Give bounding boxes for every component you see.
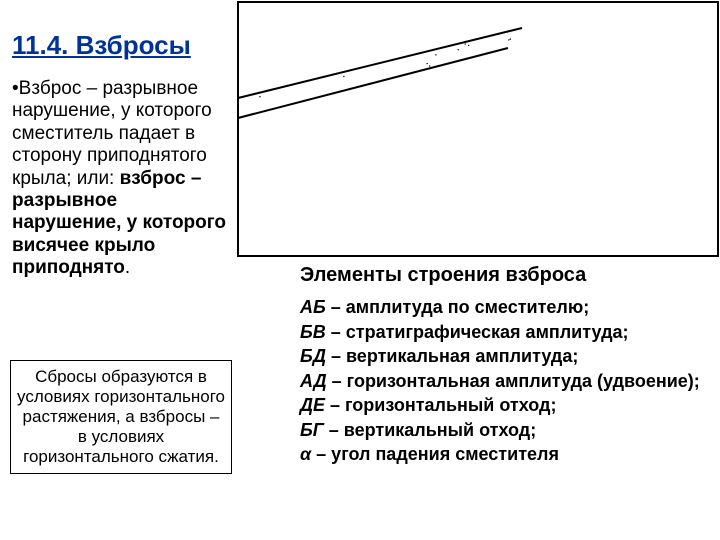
element-row: БД – вертикальная амплитуда; bbox=[300, 345, 710, 368]
element-text: – угол падения сместителя bbox=[311, 444, 559, 464]
section-heading: 11.4. Взбросы bbox=[12, 30, 191, 61]
element-text: – горизонтальный отход; bbox=[325, 395, 556, 415]
element-text: – стратиграфическая амплитуда; bbox=[326, 322, 629, 342]
element-text: – вертикальный отход; bbox=[324, 420, 536, 440]
element-text: – горизонтальная амплитуда (удвоение); bbox=[327, 371, 700, 391]
element-label: ДЕ bbox=[300, 395, 325, 415]
element-row: ДЕ – горизонтальный отход; bbox=[300, 394, 710, 417]
reverse-fault-diagram bbox=[234, 0, 720, 258]
element-label: БВ bbox=[300, 322, 326, 342]
element-row: БГ – вертикальный отход; bbox=[300, 419, 710, 442]
element-text: – амплитуда по сместителю; bbox=[326, 297, 589, 317]
element-row: АД – горизонтальная амплитуда (удвоение)… bbox=[300, 370, 710, 393]
element-label: БГ bbox=[300, 420, 324, 440]
elements-title: Элементы строения взброса bbox=[300, 264, 586, 287]
element-label: АД bbox=[300, 371, 327, 391]
definition-body: •Взброс – разрывное нарушение, у которог… bbox=[12, 78, 226, 278]
elements-list: АБ – амплитуда по сместителю; БВ – страт… bbox=[300, 296, 710, 468]
element-row: БВ – стратиграфическая амплитуда; bbox=[300, 321, 710, 344]
definition-text: •Взброс – разрывное нарушение, у которог… bbox=[12, 78, 230, 280]
element-row: АБ – амплитуда по сместителю; bbox=[300, 296, 710, 319]
footnote-text: Сбросы образуются в условиях горизонталь… bbox=[17, 367, 225, 466]
element-label: БД bbox=[300, 346, 326, 366]
element-label: АБ bbox=[300, 297, 326, 317]
footnote-box: Сбросы образуются в условиях горизонталь… bbox=[10, 360, 232, 474]
element-text: – вертикальная амплитуда; bbox=[326, 346, 578, 366]
element-row: α – угол падения сместителя bbox=[300, 443, 710, 466]
element-label: α bbox=[300, 444, 311, 464]
